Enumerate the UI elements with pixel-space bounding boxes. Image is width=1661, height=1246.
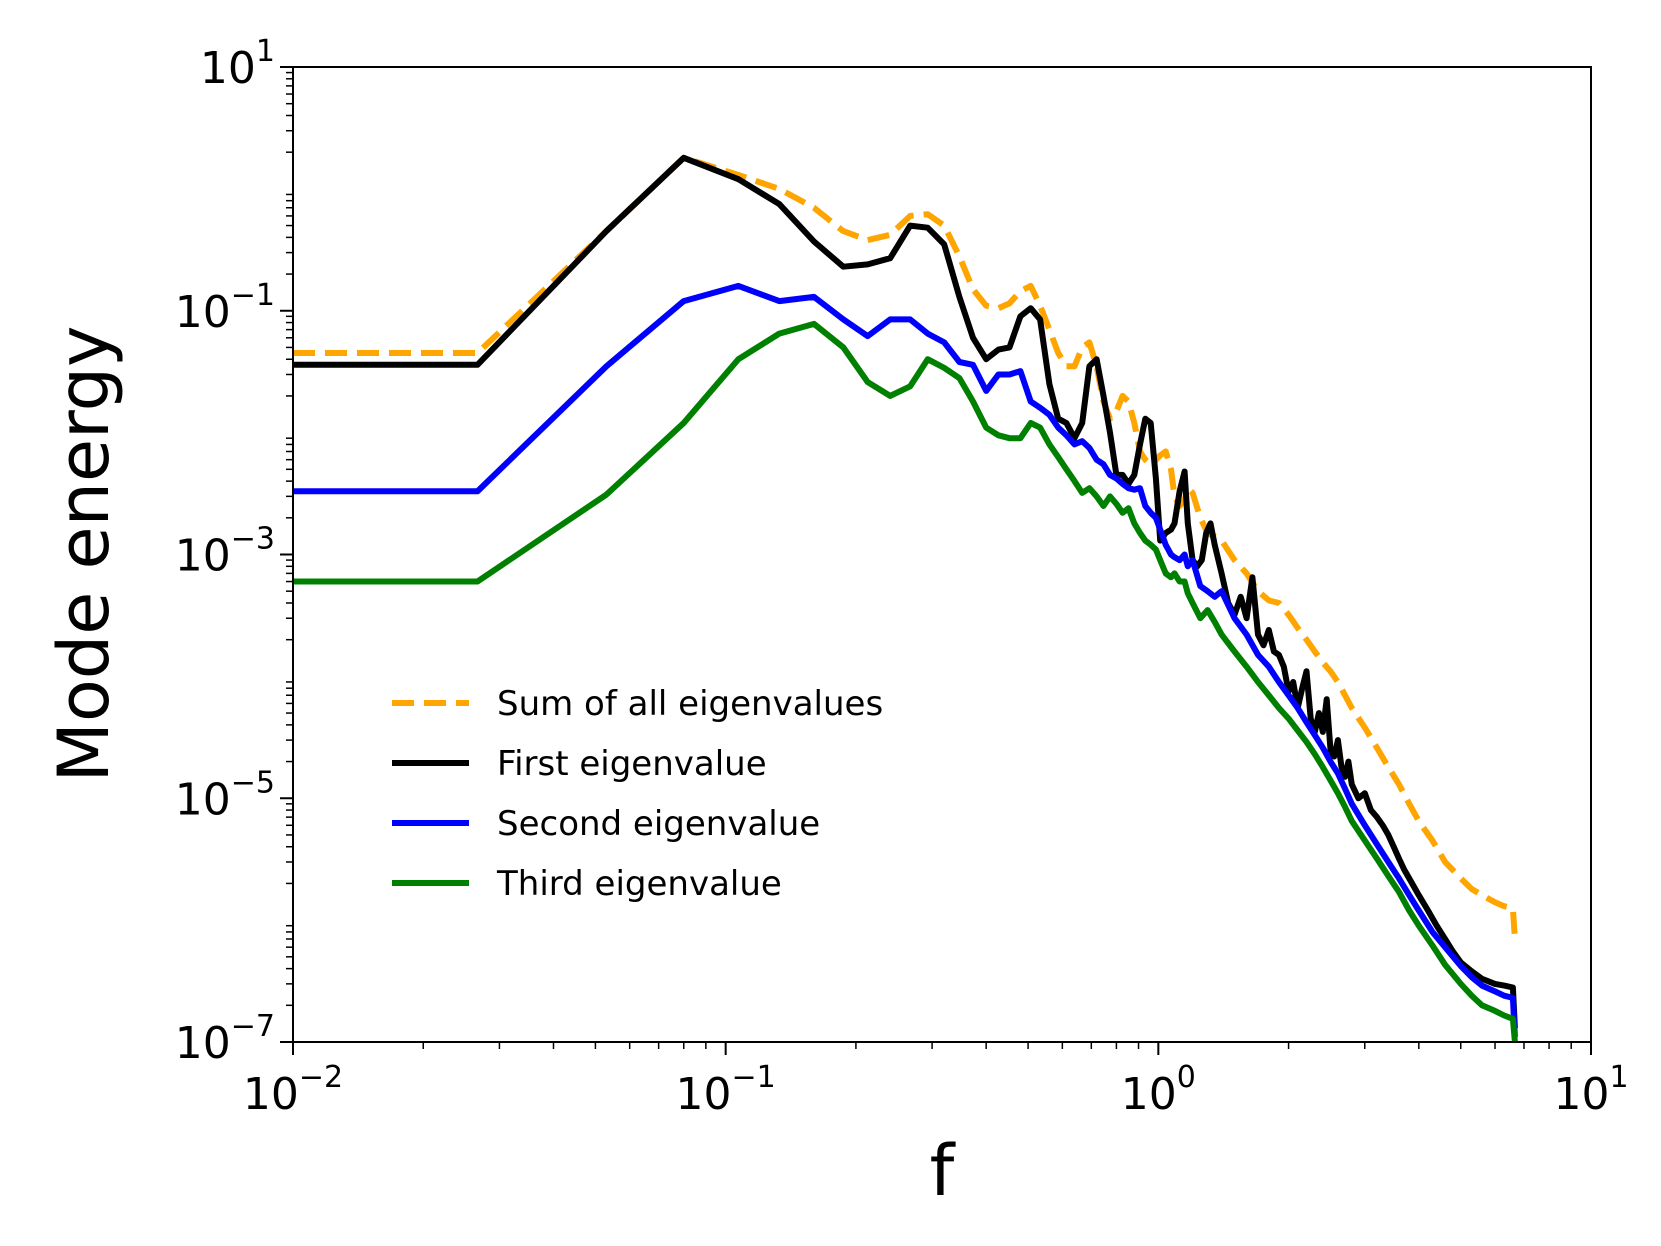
series-line-2 (293, 154, 1518, 1029)
legend: Sum of all eigenvalues First eigenvalue Se… (392, 684, 883, 904)
legend-label-1: Sum of all eigenvalues (497, 684, 883, 724)
x-axis-ticks: 10−2 10−1 100 101 (243, 1042, 1629, 1120)
series-layer (293, 154, 1518, 1042)
y-tick-label: 10−5 (175, 765, 275, 825)
x-tick-label: 10−1 (676, 1060, 776, 1120)
legend-label-3: Second eigenvalue (497, 804, 820, 844)
axes-frame (292, 66, 1592, 1043)
plot-area (292, 66, 1592, 1043)
series-line-1 (293, 154, 1518, 940)
x-tick-label: 100 (1121, 1060, 1196, 1120)
x-tick-label: 10−2 (243, 1060, 343, 1120)
series-line-3 (293, 282, 1518, 1038)
y-tick-label: 10−7 (175, 1009, 275, 1069)
legend-label-4: Third eigenvalue (496, 864, 782, 904)
y-tick-label: 10−1 (175, 278, 275, 338)
y-axis-ticks: 101 10−1 10−3 10−5 10−7 (175, 34, 293, 1069)
y-tick-label: 101 (200, 34, 275, 94)
series-line-4 (293, 320, 1518, 1042)
x-axis-label: f (930, 1130, 956, 1212)
y-tick-label: 10−3 (175, 522, 275, 582)
legend-label-2: First eigenvalue (497, 744, 767, 784)
y-axis-label: Mode energy (43, 326, 125, 783)
x-tick-label: 101 (1553, 1060, 1628, 1120)
